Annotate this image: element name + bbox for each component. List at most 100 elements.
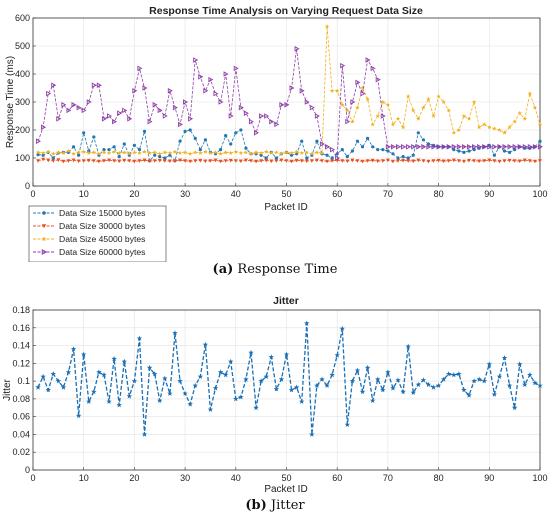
data-point: [76, 159, 81, 164]
y-tick-label: 0.04: [12, 429, 30, 439]
data-point: [81, 107, 87, 114]
data-point: [381, 148, 385, 152]
data-point: [415, 381, 422, 387]
data-point: [339, 325, 345, 331]
data-point: [106, 150, 112, 155]
data-point: [46, 90, 52, 97]
data-point: [406, 156, 410, 160]
data-point: [263, 149, 269, 154]
y-tick-label: 0.12: [12, 358, 30, 368]
data-point: [147, 118, 153, 125]
data-point: [441, 99, 446, 104]
data-point: [126, 393, 133, 399]
data-point: [101, 150, 107, 155]
data-point: [319, 376, 325, 382]
data-point: [228, 150, 233, 155]
data-point: [151, 371, 158, 377]
data-point: [380, 159, 385, 163]
data-point: [502, 149, 507, 153]
data-point: [400, 124, 406, 130]
data-point: [193, 159, 198, 163]
data-point: [532, 105, 538, 110]
data-point: [35, 150, 41, 155]
data-point: [132, 143, 136, 147]
data-point: [517, 144, 523, 150]
data-point: [188, 116, 194, 122]
data-point: [507, 124, 512, 130]
data-point: [537, 144, 543, 150]
data-point: [284, 150, 289, 155]
data-point: [309, 151, 315, 156]
data-point: [127, 159, 132, 163]
data-point: [142, 158, 147, 163]
data-point: [522, 158, 527, 163]
data-point: [340, 159, 345, 163]
data-point: [425, 381, 432, 387]
data-point: [324, 382, 330, 388]
data-point: [274, 121, 280, 128]
data-point: [497, 159, 502, 164]
data-point: [395, 116, 401, 121]
data-point: [456, 371, 462, 377]
y-tick-label: 0.06: [12, 412, 30, 422]
data-point: [330, 146, 336, 153]
data-point: [122, 142, 126, 146]
data-point: [51, 159, 56, 163]
data-point: [340, 148, 344, 152]
data-point: [198, 158, 203, 163]
data-point: [157, 158, 162, 163]
data-point: [96, 369, 102, 375]
data-point: [91, 82, 97, 88]
data-point: [385, 144, 391, 150]
data-point: [456, 144, 462, 150]
data-point: [507, 158, 512, 163]
data-point: [213, 90, 219, 97]
data-point: [355, 79, 361, 86]
data-point: [293, 384, 300, 390]
data-point: [91, 159, 96, 163]
data-point: [299, 150, 304, 155]
data-point: [202, 341, 209, 347]
data-point: [223, 150, 228, 155]
data-point: [243, 110, 249, 116]
data-point: [76, 150, 81, 155]
data-point: [183, 159, 188, 163]
x-tick-label: 20: [129, 189, 139, 199]
caption-a: (a) Response Time: [0, 262, 550, 277]
data-point: [142, 129, 147, 133]
data-point: [40, 150, 46, 155]
data-point: [391, 152, 395, 156]
data-point: [61, 102, 67, 108]
data-point: [451, 144, 457, 150]
data-point: [101, 372, 107, 378]
data-point: [511, 404, 518, 411]
data-point: [487, 124, 492, 130]
y-tick-label: 0.02: [12, 447, 30, 457]
data-point: [350, 149, 355, 153]
data-point: [172, 330, 178, 336]
data-point: [446, 159, 451, 163]
data-point: [288, 387, 295, 393]
data-point: [416, 144, 422, 150]
data-point: [106, 398, 112, 404]
data-point: [71, 151, 76, 156]
data-point: [446, 371, 452, 377]
data-point: [471, 99, 477, 104]
data-point: [131, 378, 138, 384]
data-point: [386, 149, 390, 153]
data-point: [532, 380, 538, 386]
data-point: [41, 157, 46, 162]
data-point: [284, 102, 290, 108]
data-point: [71, 145, 76, 149]
data-point: [218, 148, 223, 152]
data-point: [208, 76, 214, 83]
caption-a-text: Response Time: [237, 262, 338, 277]
data-point: [502, 144, 508, 150]
data-point: [96, 151, 102, 156]
data-point: [421, 105, 426, 110]
data-point: [349, 378, 356, 384]
series-layer: [35, 24, 543, 164]
data-point: [512, 144, 518, 150]
data-point: [248, 151, 254, 156]
data-point: [40, 373, 46, 379]
